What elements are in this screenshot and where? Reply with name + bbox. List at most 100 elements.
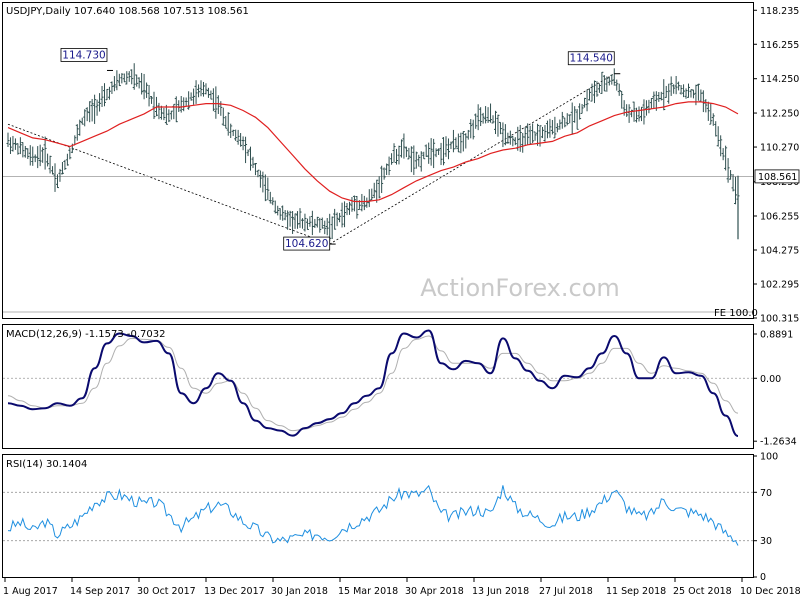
ohlc-bar (454, 137, 458, 150)
ohlc-bar (595, 81, 599, 97)
ohlc-bar (145, 82, 149, 98)
ohlc-bar (503, 124, 507, 146)
ohlc-bar (184, 97, 188, 106)
ohlc-bar (429, 138, 433, 166)
svg-text:25 Oct 2018: 25 Oct 2018 (673, 586, 732, 597)
ohlc-bar (239, 133, 243, 147)
ohlc-bar (573, 106, 577, 123)
ohlc-bar (226, 112, 230, 136)
svg-text:13 Dec 2017: 13 Dec 2017 (204, 586, 265, 597)
ohlc-bar (241, 136, 245, 151)
ohlc-bar (125, 71, 129, 85)
svg-text:30 Apr 2018: 30 Apr 2018 (405, 586, 464, 597)
ohlc-bar (422, 151, 426, 160)
x-tick: 14 Sep 2017 (70, 578, 130, 597)
rsi-tick: 30 (753, 536, 772, 547)
ohlc-bar (189, 92, 193, 101)
ohlc-bar (635, 107, 639, 123)
ohlc-bar (303, 213, 307, 232)
ohlc-bar (78, 119, 82, 136)
ohlc-bar (583, 97, 587, 108)
ohlc-bar (26, 148, 30, 160)
ohlc-bar (107, 86, 111, 100)
price-tick: 100.315 (753, 314, 799, 325)
ohlc-bar (142, 73, 146, 100)
ohlc-bar (427, 142, 431, 164)
ohlc-bar (496, 114, 500, 137)
axes: 118.235116.255114.250112.250110.270108.2… (3, 6, 800, 597)
ohlc-bar (174, 96, 178, 123)
ohlc-bar (236, 129, 240, 145)
ohlc-bar (355, 195, 359, 219)
ohlc-bar (122, 73, 126, 83)
price-panel-frame (2, 2, 754, 319)
price-tick: 112.250 (753, 109, 799, 120)
ohlc-bar (325, 218, 329, 236)
ohlc-bar (209, 90, 213, 100)
ohlc-bar (442, 137, 446, 166)
ohlc-bar (412, 145, 416, 175)
ohlc-bar (484, 106, 488, 124)
ohlc-bar (330, 216, 334, 240)
ohlc-bar (16, 143, 20, 155)
ohlc-bar (602, 75, 606, 92)
svg-text:100: 100 (760, 452, 778, 463)
ohlc-bar (38, 144, 42, 167)
ohlc-bar (664, 85, 668, 98)
price-tick: 118.235 (753, 6, 799, 17)
x-tick: 1 Aug 2017 (3, 578, 58, 597)
ohlc-bar (617, 83, 621, 96)
ohlc-bar (308, 216, 312, 227)
svg-text:110.270: 110.270 (760, 143, 799, 154)
moving-average-line (7, 101, 739, 203)
ohlc-bar (63, 159, 67, 171)
ohlc-bar (404, 146, 408, 158)
ohlc-bar (506, 132, 510, 144)
ohlc-bar (372, 182, 376, 199)
ohlc-bar (187, 91, 191, 110)
ohlc-bar (93, 94, 97, 124)
ohlc-bar (278, 208, 282, 220)
ohlc-bar (548, 118, 552, 138)
ohlc-bar (8, 137, 12, 154)
ohlc-bar (214, 86, 218, 119)
price-header: USDJPY,Daily 107.640 108.568 107.513 108… (6, 6, 249, 17)
ohlc-bar (709, 102, 713, 125)
ohlc-bar (508, 130, 512, 145)
svg-text:27 Jul 2018: 27 Jul 2018 (539, 586, 593, 597)
ohlc-bar (333, 208, 337, 230)
ohlc-bar (387, 156, 391, 176)
ohlc-bar (434, 148, 438, 158)
svg-text:30 Oct 2017: 30 Oct 2017 (137, 586, 196, 597)
ohlc-bar (117, 73, 121, 87)
ohlc-bar (721, 148, 725, 161)
ohlc-bar (204, 83, 208, 95)
ohlc-bar (199, 80, 203, 97)
ohlc-bar (684, 88, 688, 99)
ohlc-bar (150, 96, 154, 104)
ohlc-bar (704, 99, 708, 113)
ohlc-bar (481, 112, 485, 124)
ohlc-bar (281, 205, 285, 221)
ohlc-bar (526, 123, 530, 145)
svg-text:13 Jun 2018: 13 Jun 2018 (472, 586, 529, 597)
svg-text:112.250: 112.250 (760, 109, 799, 120)
macd-line (7, 329, 739, 437)
ohlc-bar (392, 143, 396, 163)
ohlc-bar (597, 83, 601, 93)
ohlc-bar (249, 146, 253, 171)
ohlc-bar (511, 135, 515, 147)
ohlc-bar (533, 131, 537, 141)
ohlc-bar (402, 133, 406, 159)
ohlc-bar (580, 103, 584, 114)
ohlc-bar (543, 125, 547, 142)
ohlc-bar (41, 147, 45, 163)
ohlc-bar (147, 84, 151, 107)
ohlc-bar (21, 142, 25, 158)
rsi-tick: 70 (753, 488, 772, 499)
rsi-panel (3, 484, 753, 546)
ohlc-bar (46, 153, 50, 167)
ohlc-bar (43, 136, 47, 170)
svg-text:30: 30 (760, 536, 772, 547)
